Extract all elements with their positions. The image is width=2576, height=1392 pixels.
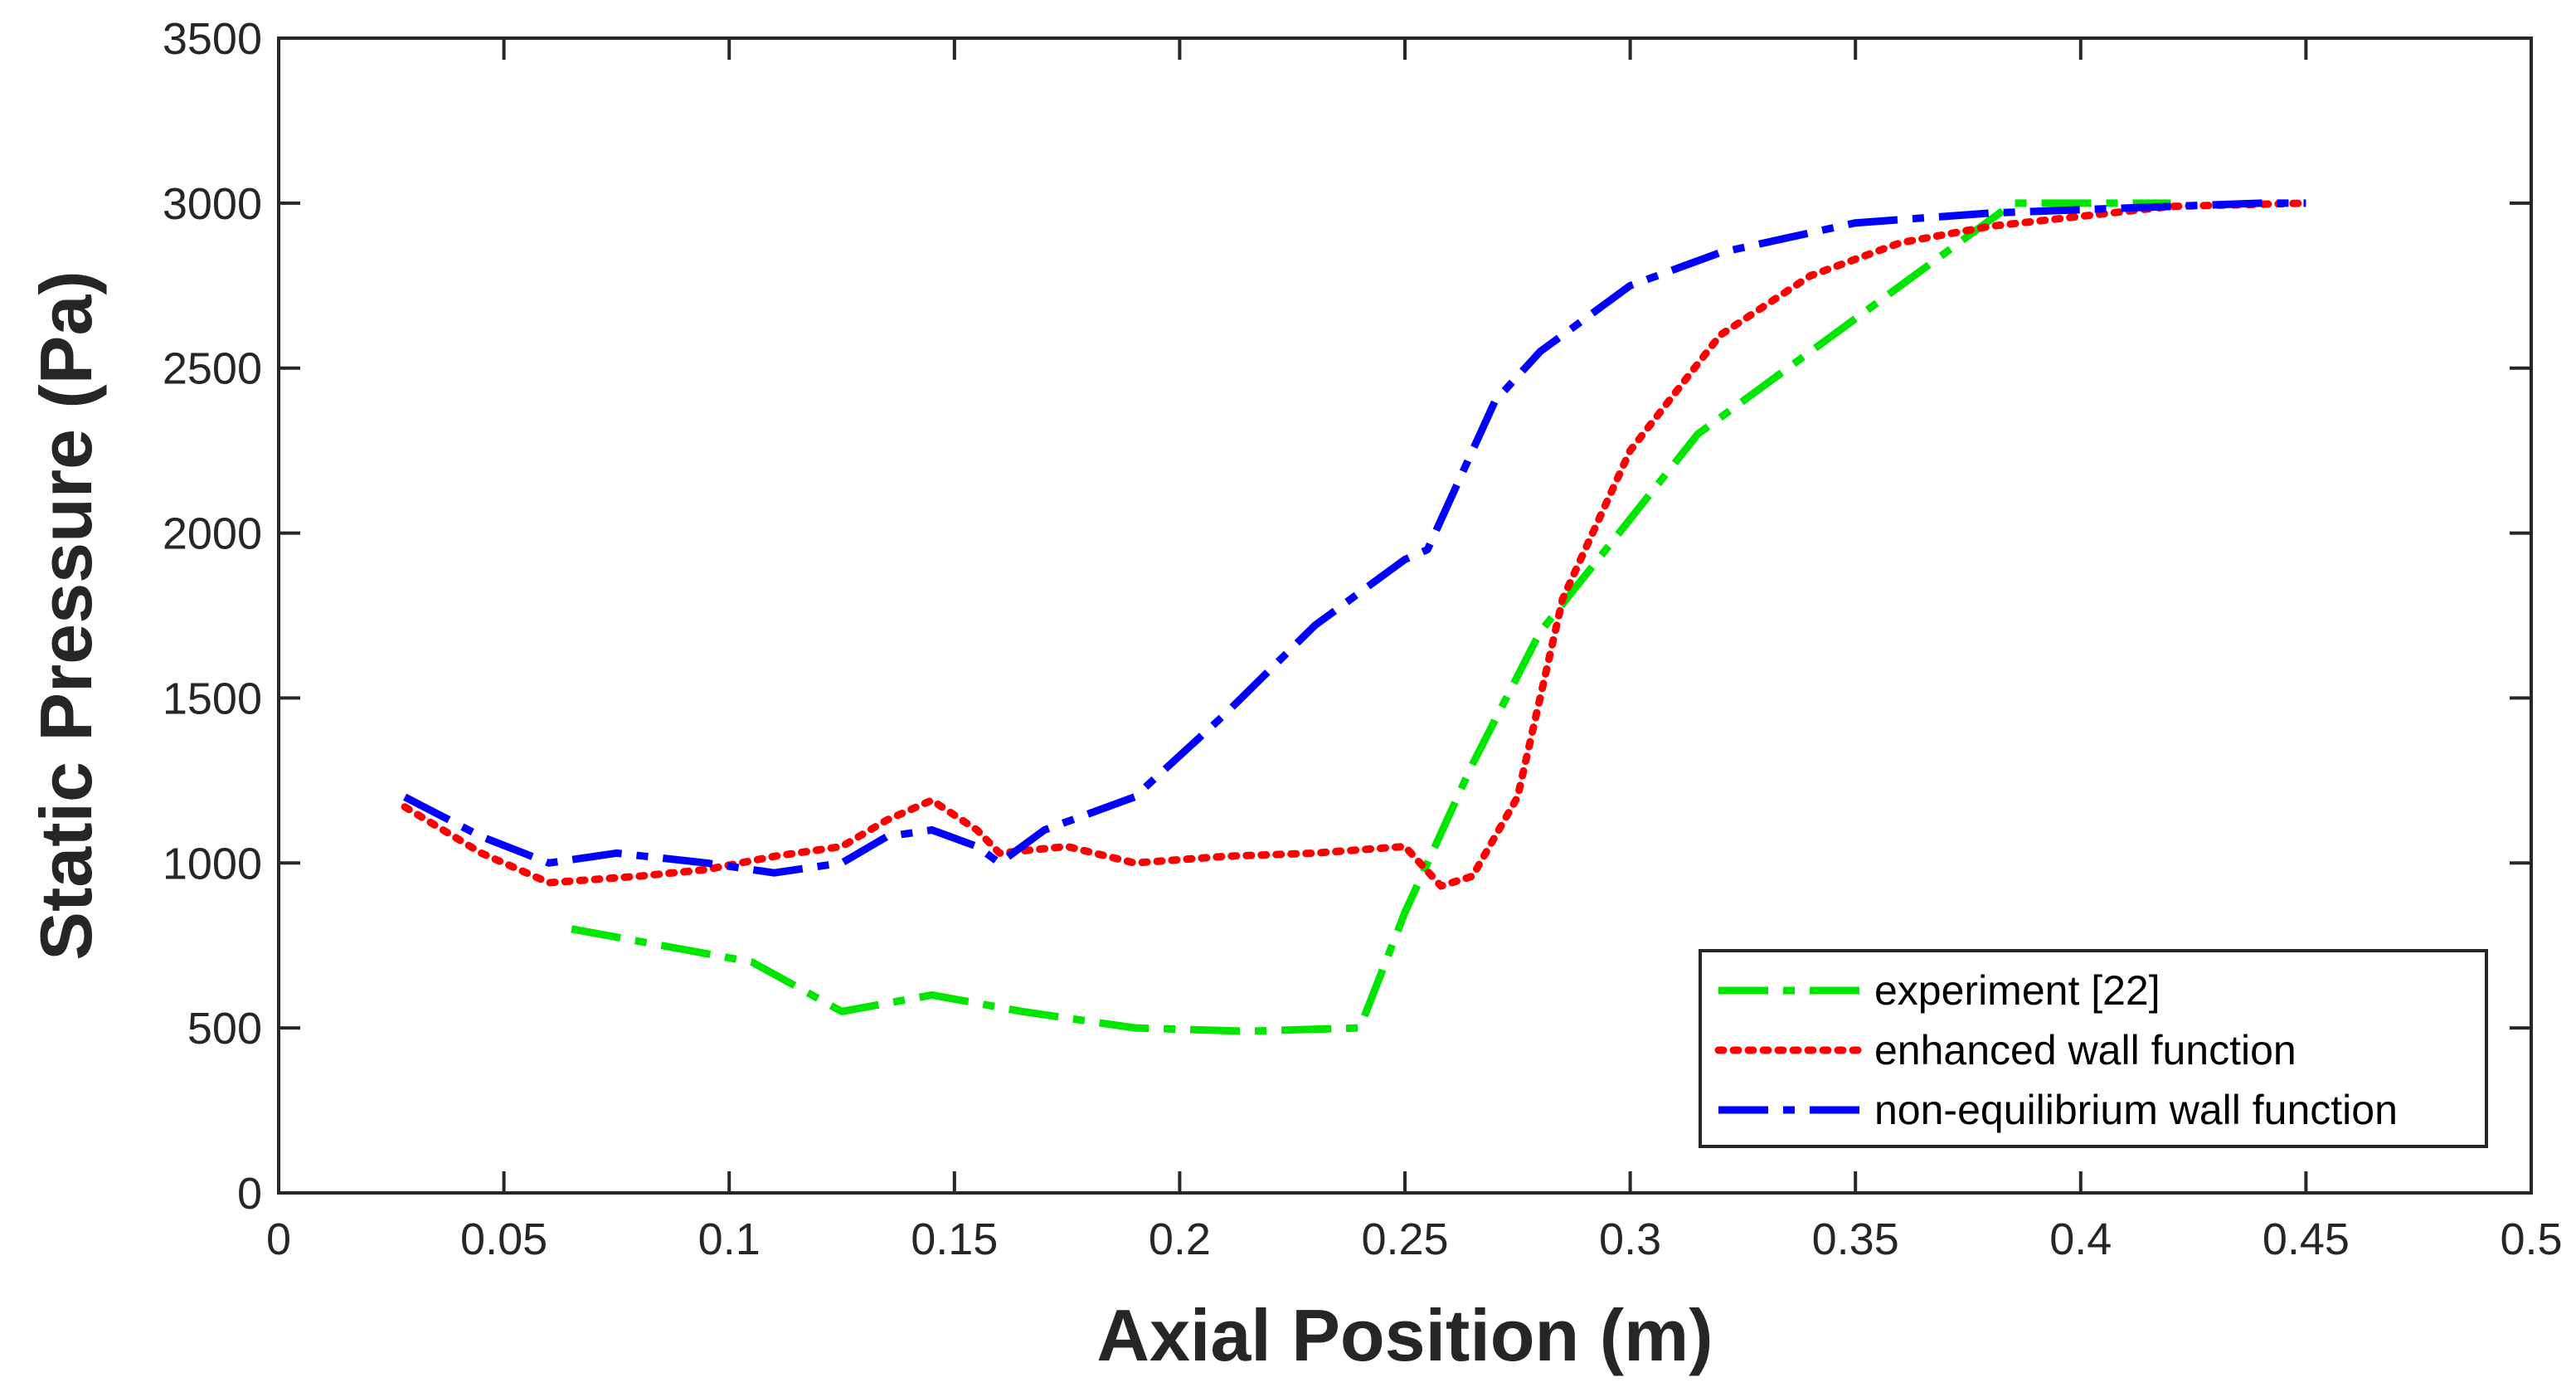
y-tick-label: 2000 bbox=[163, 509, 262, 559]
legend-label-experiment-22: experiment [22] bbox=[1874, 967, 2160, 1014]
y-tick-labels: 0 500 1000 1500 2000 2500 3000 3500 bbox=[163, 14, 262, 1219]
y-tick-label: 1500 bbox=[163, 674, 262, 723]
x-tick-label: 0.45 bbox=[2263, 1214, 2350, 1264]
x-tick-label: 0 bbox=[266, 1214, 291, 1264]
y-tick-label: 3000 bbox=[163, 179, 262, 229]
y-tick-label: 2500 bbox=[163, 344, 262, 394]
x-tick-label: 0.05 bbox=[460, 1214, 547, 1264]
tick-marks bbox=[277, 37, 2533, 1195]
x-tick-label: 0.2 bbox=[1149, 1214, 1211, 1264]
legend-label-enhanced-wall-function: enhanced wall function bbox=[1874, 1027, 2297, 1073]
x-tick-label: 0.1 bbox=[698, 1214, 761, 1264]
y-tick-label: 500 bbox=[187, 1004, 262, 1054]
x-axis-title: Axial Position (m) bbox=[1096, 1294, 1713, 1376]
x-tick-label: 0.35 bbox=[1812, 1214, 1899, 1264]
series-line-experiment-22 bbox=[571, 199, 2171, 1035]
x-tick-label: 0.15 bbox=[911, 1214, 998, 1264]
series-line-non-equilibrium-wall-function bbox=[403, 199, 2306, 877]
x-tick-label: 0.4 bbox=[2049, 1214, 2112, 1264]
x-tick-labels: 0 0.05 0.1 0.15 0.2 0.25 0.3 0.35 0.4 0.45 0.5 bbox=[266, 1214, 2563, 1264]
x-tick-label: 0.25 bbox=[1361, 1214, 1448, 1264]
legend-items: experiment [22] enhanced wall function non… bbox=[1714, 967, 2398, 1133]
series-line-enhanced-wall-function bbox=[401, 199, 2310, 890]
y-axis-title: Static Pressure (Pa) bbox=[25, 270, 107, 961]
y-tick-label: 0 bbox=[237, 1169, 262, 1219]
x-tick-label: 0.5 bbox=[2500, 1214, 2562, 1264]
x-tick-label: 0.3 bbox=[1599, 1214, 1661, 1264]
series-layer bbox=[401, 199, 2310, 1035]
legend: experiment [22] enhanced wall function non… bbox=[1699, 949, 2488, 1148]
y-tick-label: 1000 bbox=[163, 839, 262, 888]
y-tick-label: 3500 bbox=[163, 14, 262, 64]
legend-label-non-equilibrium-wall-function: non-equilibrium wall function bbox=[1874, 1087, 2398, 1133]
